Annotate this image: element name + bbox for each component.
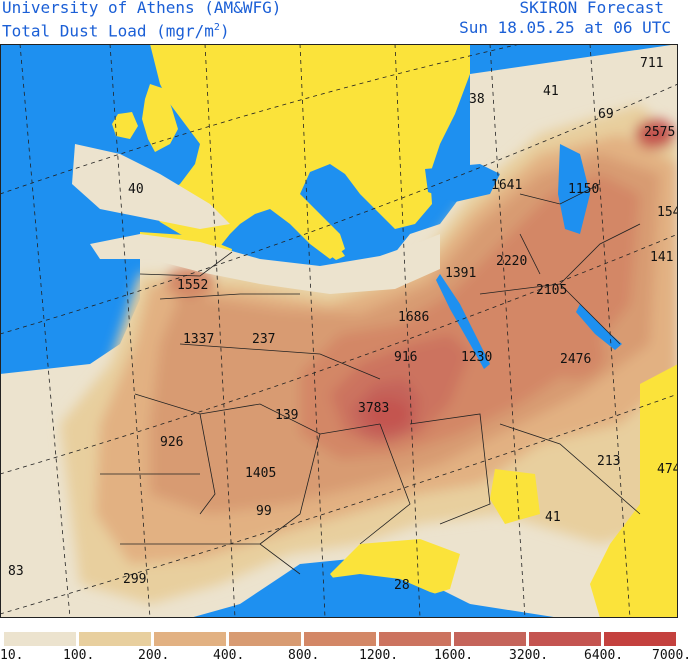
value-label: 41 [543,84,559,99]
colorbar-tick-label: 100. [63,648,95,663]
colorbar-bin [4,632,76,646]
black-sea [425,164,500,202]
value-label: 69 [598,107,614,122]
value-label: 139 [275,408,298,423]
dust-core-north-africa [366,398,410,430]
variable-name-text: Total Dust Load (mgr/m [2,21,214,41]
colorbar-tick-label: 1200. [359,648,399,663]
colorbar-tick-label: 7000. [652,648,692,663]
value-label: 154 [657,205,678,220]
value-label: 2220 [496,254,527,269]
colorbar-tick-label: 800. [288,648,320,663]
unit-exponent: 2 [213,22,220,33]
value-label: 1150 [568,182,599,197]
value-label: 3783 [358,401,389,416]
value-label: 1686 [398,310,429,325]
colorbar-bin [154,632,226,646]
value-label: 83 [8,564,24,579]
value-label: 1641 [491,178,522,193]
value-label: 28 [394,578,410,593]
map-title-variable: Total Dust Load (mgr/m2) [2,19,230,40]
value-label: 2105 [536,283,567,298]
colorbar-bin [79,632,151,646]
value-label: 237 [252,332,275,347]
clear-land-patch-southeast [490,469,540,524]
colorbar-bin [304,632,376,646]
value-label: 711 [640,56,663,71]
caspian-sea [558,144,590,234]
clear-land-patch-east [590,364,678,618]
value-label: 916 [394,350,417,365]
colorbar-tick-label: 1600. [434,648,474,663]
colorbar-tick-label: 10. [0,648,24,663]
dust-core-iraq [545,329,605,379]
dust-core-gulf [470,292,530,336]
value-label: 299 [123,572,146,587]
gulf-of-guinea [220,574,500,618]
british-isles [142,84,178,152]
value-label: 213 [597,454,620,469]
value-label: 1552 [177,278,208,293]
persian-gulf [576,304,622,350]
ireland [112,112,138,139]
value-label: 40 [128,182,144,197]
scandinavia [235,44,330,84]
colorbar-bin [379,632,451,646]
value-label: 1391 [445,266,476,281]
country-borders [100,183,641,575]
colorbar-bin [454,632,526,646]
value-label: 474 [657,462,678,477]
forecast-date: Sun 18.05.25 at 06 UTC [459,18,671,37]
value-label: 41 [545,510,561,525]
italy [286,194,345,260]
value-label: 926 [160,435,183,450]
colorbar-tick-label: 400. [213,648,245,663]
dust-value-labels: 711 38 41 69 2575 40 1641 1150 154 141 2… [8,56,678,593]
colorbar-bin [229,632,301,646]
colorbar-tick-label: 200. [138,648,170,663]
variable-unit-close: ) [219,21,230,41]
colorbar-tick-label: 3200. [509,648,549,663]
value-label: 2575 [644,125,675,140]
value-label: 1230 [461,350,492,365]
value-label: 99 [256,504,272,519]
value-label: 141 [650,250,673,265]
value-label: 1405 [245,466,276,481]
red-sea [436,274,490,369]
colorbar-bin [529,632,601,646]
value-label: 2476 [560,352,591,367]
map-frame [0,44,678,618]
graticule [0,44,678,618]
forecast-model-name: SKIRON Forecast [519,0,665,17]
europe-land [150,44,470,259]
colorbar-bin [604,632,676,646]
mediterranean-dust-band [90,234,440,294]
map-title-institution: University of Athens (AM&WFG) [2,0,282,17]
dust-core-iran [635,119,675,149]
colorbar-tick-label: 6400. [584,648,624,663]
atlantic-dust-plume [72,144,230,229]
dust-load-map: 711 38 41 69 2575 40 1641 1150 154 141 2… [0,44,678,618]
value-label: 1337 [183,332,214,347]
value-label: 38 [469,92,485,107]
